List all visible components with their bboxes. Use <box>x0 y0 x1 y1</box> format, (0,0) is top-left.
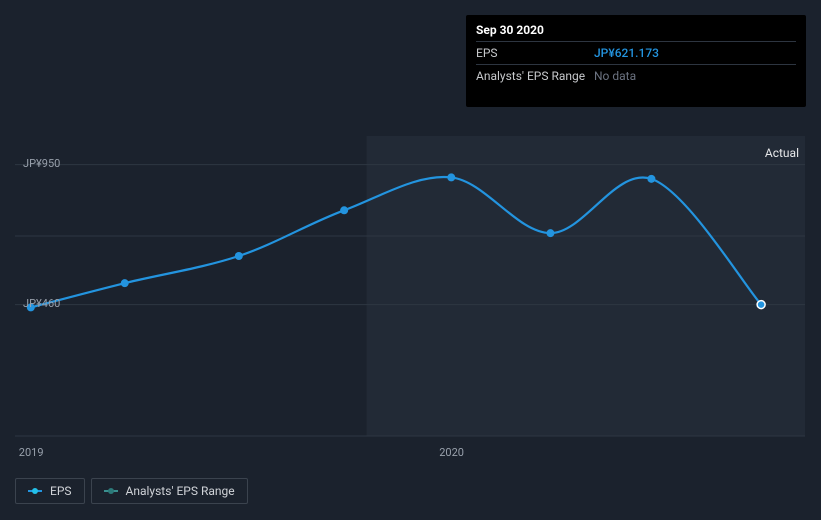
legend-swatch-icon <box>28 487 42 495</box>
eps-chart[interactable]: Actual JP¥950JP¥460 20192020 <box>15 120 805 435</box>
legend-label: EPS <box>50 484 72 498</box>
tooltip-row: Analysts' EPS Range No data <box>476 64 796 87</box>
y-tick-label: JP¥460 <box>23 297 60 310</box>
legend-swatch-icon <box>104 487 118 495</box>
chart-tooltip: Sep 30 2020 EPS JP¥621.173 Analysts' EPS… <box>466 15 806 107</box>
tooltip-date: Sep 30 2020 <box>476 21 796 41</box>
tooltip-label: Analysts' EPS Range <box>476 67 594 85</box>
x-tick-label: 2019 <box>19 446 44 459</box>
tooltip-value-eps: JP¥621.173 <box>594 44 796 62</box>
legend-item-range[interactable]: Analysts' EPS Range <box>91 478 248 504</box>
dot-icon <box>32 488 38 494</box>
chart-svg <box>15 120 805 465</box>
legend-item-eps[interactable]: EPS <box>15 478 85 504</box>
x-tick-label: 2020 <box>439 446 464 459</box>
y-tick-label: JP¥950 <box>23 157 60 170</box>
tooltip-row: EPS JP¥621.173 <box>476 41 796 64</box>
chart-legend: EPS Analysts' EPS Range <box>15 478 248 504</box>
dot-icon <box>108 488 114 494</box>
actual-label: Actual <box>765 146 799 160</box>
tooltip-label: EPS <box>476 44 594 62</box>
tooltip-value-range: No data <box>594 67 796 85</box>
legend-label: Analysts' EPS Range <box>126 484 235 498</box>
